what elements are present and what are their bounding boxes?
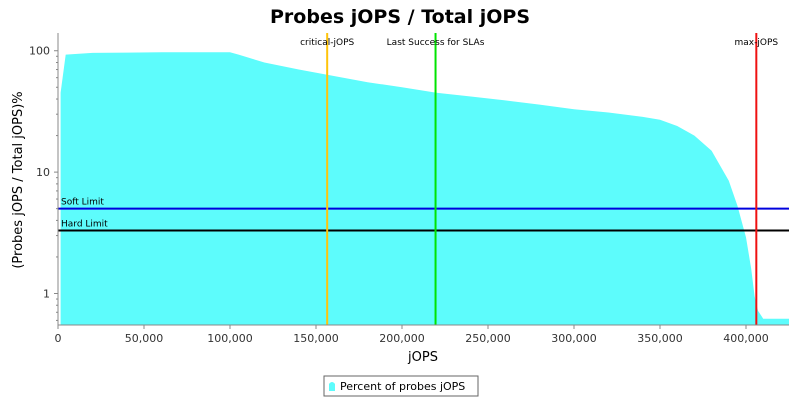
legend-swatch-icon [329,382,335,391]
hline-marker-label-1: Hard Limit [61,220,108,230]
x-axis-ticks: 0 50,000 100,000 150,000 200,000 250,000 300,0… [55,325,769,345]
chart-title: Probes jOPS / Total jOPS [270,6,530,28]
x-tick-label-8: 400,000 [723,332,769,345]
hline-marker-label-0: Soft Limit [61,198,104,208]
legend-label: Percent of probes jOPS [340,380,465,393]
y-tick-label-2: 100 [29,45,50,58]
x-tick-label-5: 250,000 [465,332,511,345]
y-axis-title: (Probes jOPS / Total jOPS)% [11,91,26,268]
vline-marker-label-1: Last Success for SLAs [387,38,485,48]
legend: Percent of probes jOPS [323,375,479,397]
x-tick-label-6: 300,000 [551,332,597,345]
x-tick-label-4: 200,000 [379,332,425,345]
x-axis-title: jOPS [407,350,438,365]
vertical-markers: critical-jOPS Last Success for SLAs max-jO… [300,33,778,325]
y-axis-ticks: 1 10 100 [29,45,58,321]
plot-area: Soft Limit Hard Limit critical-jOPS Last S… [58,33,790,326]
x-tick-label-2: 100,000 [207,332,253,345]
vline-marker-label-2: max-jOPS [735,38,779,48]
x-tick-label-3: 150,000 [293,332,339,345]
legend-box [323,375,479,397]
y-tick-label-0: 1 [43,287,50,300]
y-tick-label-1: 10 [36,166,50,179]
horizontal-markers: Soft Limit Hard Limit [58,198,789,232]
x-tick-label-1: 50,000 [125,332,164,345]
area-series-percent-probes [60,52,790,326]
x-tick-label-0: 0 [55,332,62,345]
axes: 0 50,000 100,000 150,000 200,000 250,000 300,0… [29,33,789,345]
vline-marker-label-0: critical-jOPS [300,38,354,48]
x-tick-label-7: 350,000 [637,332,683,345]
